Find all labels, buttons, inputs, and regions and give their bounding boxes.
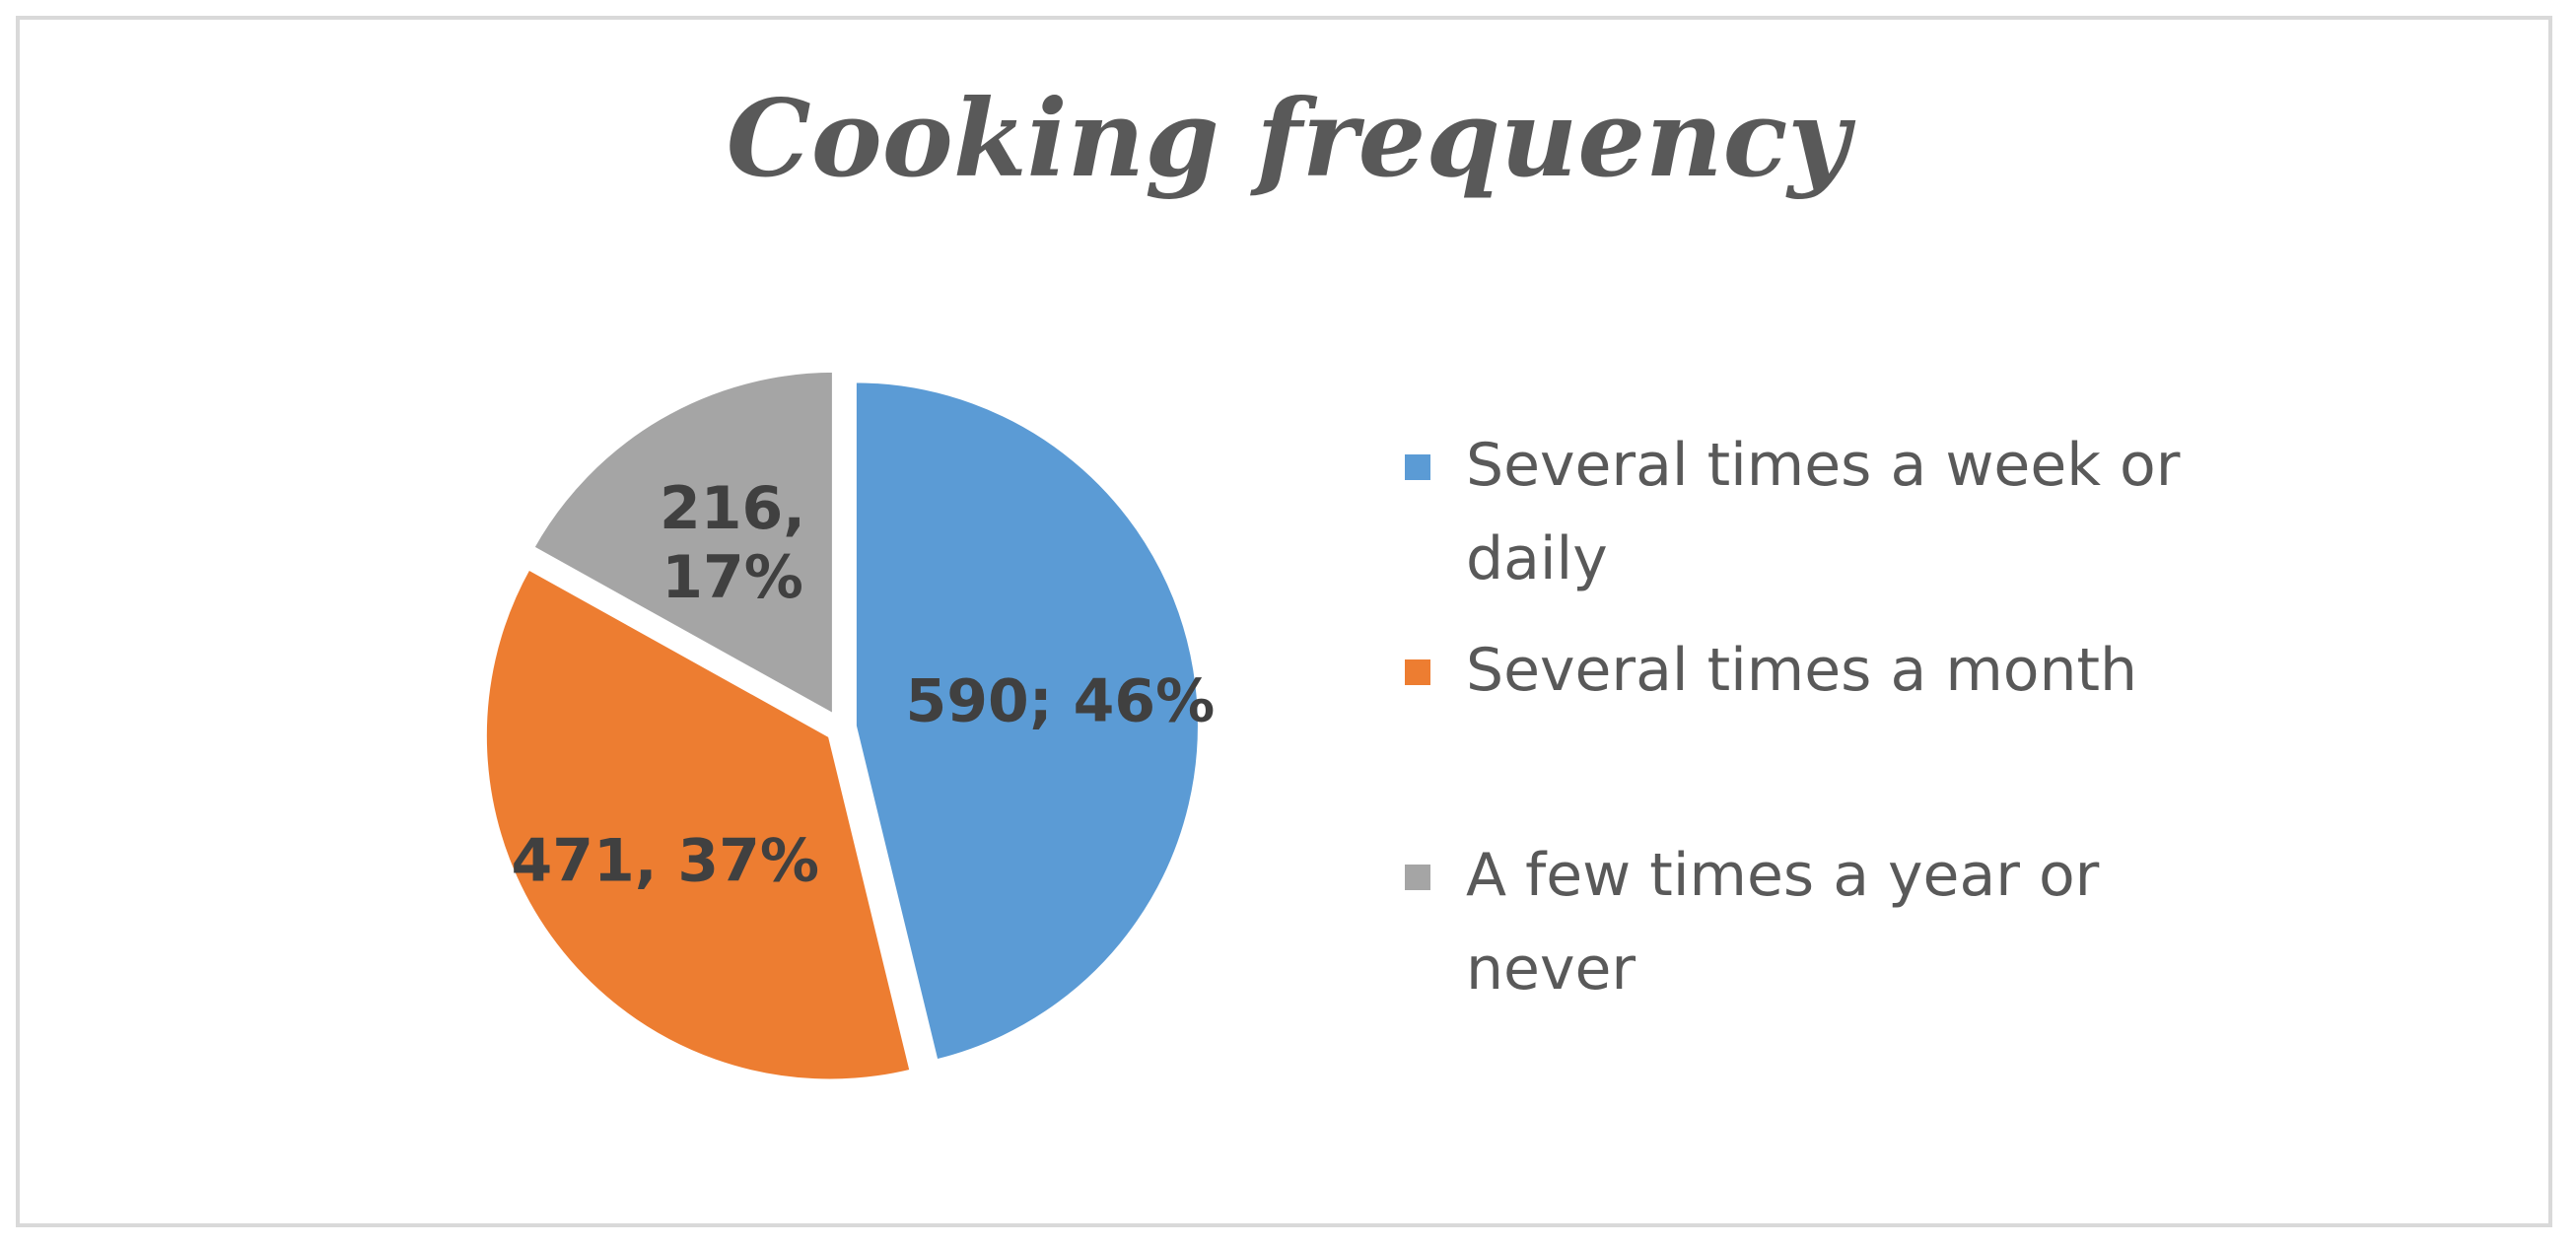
- legend-label-0: Several times a week or daily: [1466, 431, 2181, 593]
- legend-swatch-0: [1405, 454, 1430, 480]
- chart-frame: [16, 16, 2552, 1227]
- pie-slice-2: [529, 368, 836, 720]
- data-label-1: 471, 37%: [511, 827, 819, 896]
- pie-slice-1: [482, 565, 915, 1083]
- legend-item-0: Several times a week or daily: [1405, 419, 2215, 606]
- legend-label-2: A few times a year or never: [1466, 841, 2100, 1004]
- data-label-2: 216, 17%: [660, 474, 805, 612]
- legend-item-2: A few times a year or never: [1405, 829, 2215, 1016]
- data-label-0: 590; 46%: [906, 666, 1216, 735]
- legend-label-1: Several times a month: [1466, 636, 2138, 705]
- chart-title: Cooking frequency: [726, 77, 1850, 201]
- pie-slice-0: [852, 379, 1202, 1064]
- legend-swatch-1: [1405, 659, 1430, 685]
- legend-item-1: Several times a month: [1405, 624, 2215, 718]
- legend-swatch-2: [1405, 865, 1430, 890]
